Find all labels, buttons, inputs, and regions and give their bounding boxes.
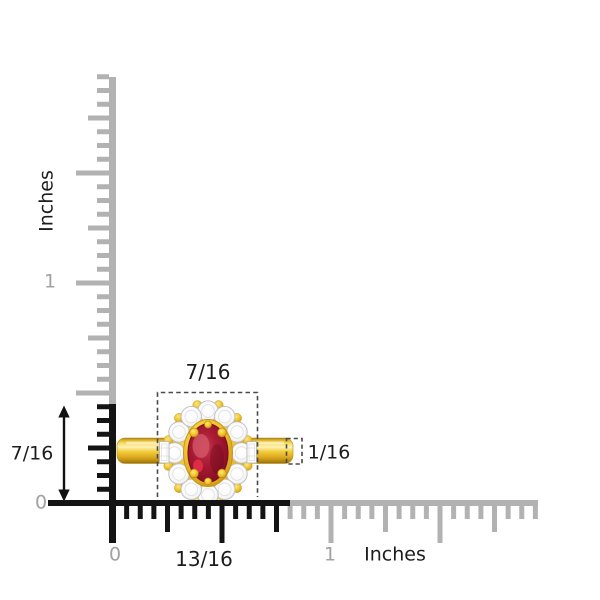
band-thickness-dashed-box <box>285 437 303 465</box>
measurement-overlays <box>58 391 303 502</box>
horizontal-ruler-line-black <box>48 500 290 506</box>
prongs <box>189 420 227 486</box>
vertical-ruler-number-0: 0 <box>34 491 48 514</box>
height-arrow <box>58 405 70 502</box>
head-width-dashed-box <box>156 391 259 497</box>
horizontal-ruler-number-0: 0 <box>108 543 122 566</box>
vertical-ruler <box>76 74 116 543</box>
head-width-label: 7/16 <box>185 360 231 384</box>
vertical-ruler-unit-label: Inches <box>35 170 58 232</box>
ring-image <box>116 400 294 506</box>
horizontal-ruler-unit-label: Inches <box>364 543 426 566</box>
vertical-ruler-number-1: 1 <box>43 270 57 293</box>
horizontal-ruler <box>48 500 538 543</box>
ring-width-label: 13/16 <box>175 547 233 571</box>
horizontal-ruler-number-1: 1 <box>323 543 337 566</box>
vertical-ruler-spine-black <box>109 404 116 543</box>
ring-height-label: 7/16 <box>10 442 54 465</box>
baguette-diamond-left <box>159 441 170 464</box>
horizontal-ruler-ticks <box>124 506 538 543</box>
band-thickness-label: 1/16 <box>307 441 351 464</box>
vertical-ruler-spine-gray <box>109 77 116 404</box>
vertical-ruler-ticks <box>76 74 109 492</box>
horizontal-ruler-line-gray <box>290 500 538 506</box>
baguette-diamond-right <box>246 441 257 464</box>
